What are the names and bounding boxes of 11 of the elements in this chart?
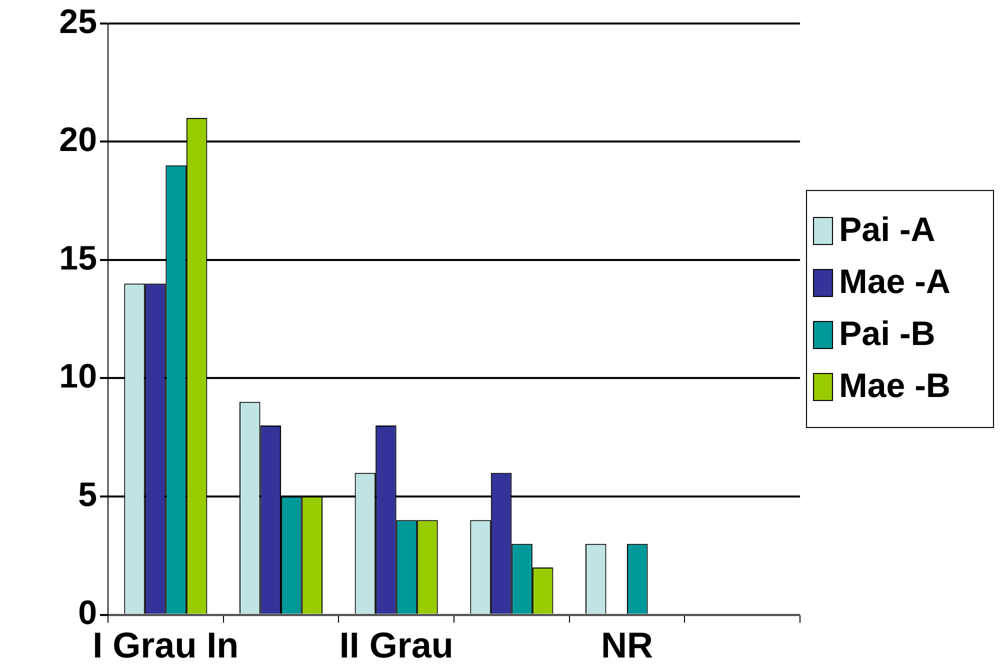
legend-label: Mae -A bbox=[839, 263, 950, 301]
y-tick-label: 5 bbox=[78, 476, 97, 514]
y-tick-label: 10 bbox=[59, 358, 97, 396]
y-tick-label: 15 bbox=[59, 239, 97, 278]
legend-label: Pai -A bbox=[839, 211, 936, 249]
y-tick-label: 20 bbox=[59, 121, 97, 160]
y-tick-label: 25 bbox=[59, 2, 97, 41]
x-tick-label: II Grau bbox=[339, 624, 454, 666]
legend-label: Mae -B bbox=[839, 367, 950, 405]
x-tick-label: NR bbox=[601, 624, 653, 666]
legend-label: Pai -B bbox=[839, 315, 936, 353]
